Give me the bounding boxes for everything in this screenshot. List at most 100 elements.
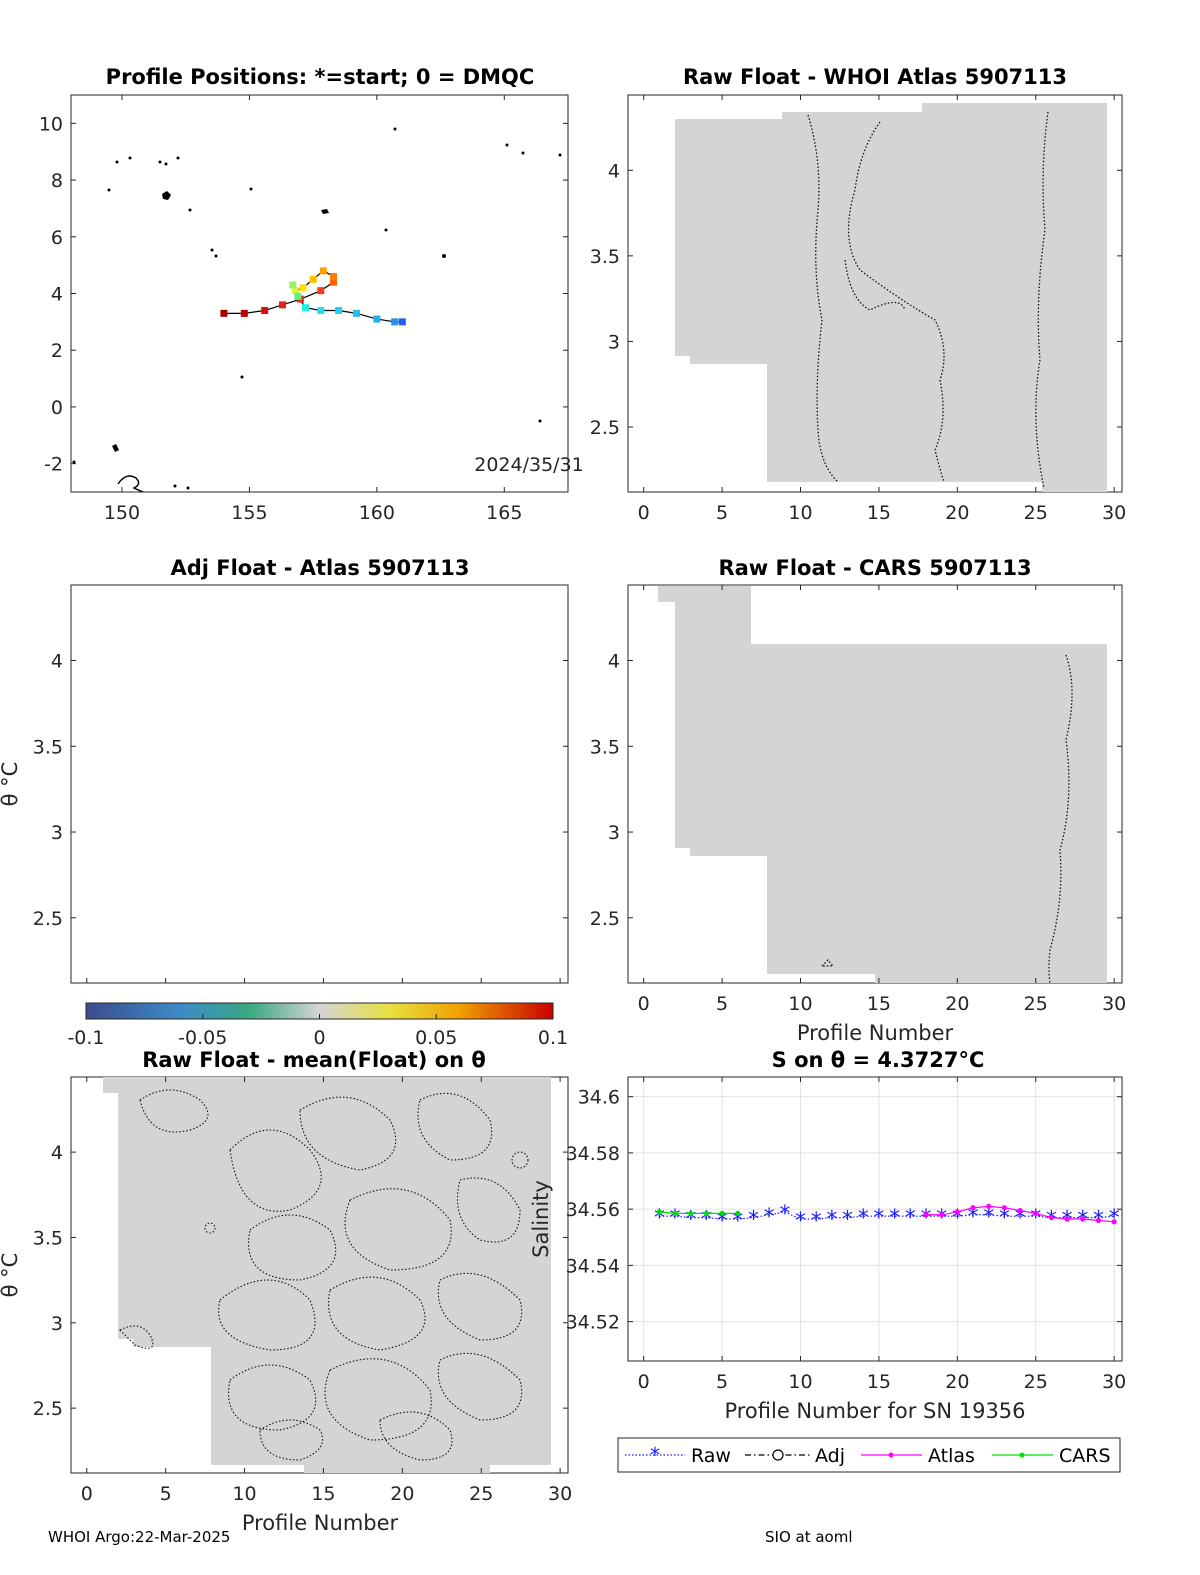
x-tick-label: 5: [716, 502, 728, 524]
data-point-raw: *: [670, 1206, 681, 1231]
x-tick-label: 0: [638, 1371, 650, 1393]
data-point-raw: *: [905, 1206, 916, 1231]
x-tick-label: 30: [1102, 993, 1126, 1015]
x-tick-label: 25: [469, 1483, 493, 1505]
data-point-atlas: [1001, 1205, 1007, 1211]
data-point-raw: *: [811, 1209, 822, 1234]
profile-position-marker: [330, 278, 338, 286]
data-point-atlas: [939, 1212, 945, 1218]
raw-cars-ticks: 0 5 10 15 20 25 30 2.5 3 3.5 4: [590, 585, 1126, 1015]
salinity-series: ******************************: [654, 1202, 1120, 1234]
y-tick-label: 4: [608, 160, 620, 182]
legend-cars-label: CARS: [1059, 1445, 1111, 1467]
data-point-raw: *: [858, 1206, 869, 1231]
data-point-atlas: [954, 1209, 960, 1215]
adj-atlas-ylabel: θ °C: [0, 762, 22, 807]
y-tick-label: 3.5: [590, 736, 620, 758]
colorbar-tick-label: 0.1: [538, 1027, 568, 1049]
colorbar-tick-label: 0.05: [415, 1027, 457, 1049]
profile-position-marker: [299, 284, 307, 292]
data-point-raw: *: [732, 1209, 743, 1234]
x-tick-label: 25: [1024, 1371, 1048, 1393]
raw-atlas-field: [675, 103, 1107, 492]
data-point-raw: *: [795, 1209, 806, 1234]
profile-position-marker: [398, 318, 406, 326]
x-tick-label: 20: [945, 993, 969, 1015]
data-point-raw: *: [764, 1205, 775, 1230]
legend-adj-marker: [772, 1449, 784, 1461]
x-tick-label: 5: [160, 1483, 172, 1505]
x-tick-label: 0: [81, 1483, 93, 1505]
data-point-raw: *: [873, 1206, 884, 1231]
salinity-grid: [628, 1077, 1122, 1361]
data-point-cars: [688, 1210, 694, 1216]
x-tick-label: 25: [1024, 993, 1048, 1015]
data-point-raw: *: [1109, 1206, 1120, 1231]
data-point-raw: *: [952, 1206, 963, 1231]
data-point-raw: *: [1030, 1206, 1041, 1231]
profile-position-marker: [261, 307, 269, 315]
salinity-panel: S on θ = 4.3727°C * * * * * * * * * * * * * * * * * * * * * *…: [529, 1048, 1126, 1473]
float-track: [220, 267, 406, 326]
data-point-raw: *: [748, 1208, 759, 1233]
raw-cars-contours: [820, 654, 1073, 984]
data-point-cars: [656, 1209, 662, 1215]
map-title: Profile Positions: *=start; 0 = DMQC: [106, 65, 535, 89]
raw-mean-panel: Raw Float - mean(Float) on θ θ °C 0 5 10 15…: [0, 1048, 572, 1535]
profile-position-marker: [240, 309, 248, 317]
y-tick-label: 2.5: [590, 417, 620, 439]
x-tick-label: 15: [867, 502, 891, 524]
data-point-raw: *: [826, 1208, 837, 1233]
y-tick-label: 4: [51, 1142, 63, 1164]
legend-cars-marker: [1019, 1452, 1025, 1458]
raw-atlas-title: Raw Float - WHOI Atlas 5907113: [683, 65, 1067, 89]
data-point-raw: *: [920, 1206, 931, 1231]
profile-position-marker: [373, 315, 381, 323]
x-tick-label: 10: [788, 502, 812, 524]
y-tick-label: 34.58: [566, 1143, 620, 1165]
raw-mean-title: Raw Float - mean(Float) on θ: [142, 1048, 486, 1072]
profile-position-marker: [291, 287, 299, 295]
profile-position-marker: [279, 301, 287, 309]
data-point-raw: *: [999, 1206, 1010, 1231]
profile-position-marker: [352, 309, 360, 317]
map-panel: Profile Positions: *=start; 0 = DMQC 202…: [39, 65, 584, 524]
data-point-atlas: [1033, 1210, 1039, 1216]
raw-mean-ticks: 0 5 10 15 20 25 30 2.5 3 3.5 4: [33, 1077, 572, 1505]
data-point-cars: [672, 1210, 678, 1216]
y-tick-label: 2.5: [33, 1398, 63, 1420]
adj-atlas-panel: Adj Float - Atlas 5907113 θ °C 2.533.54 …: [0, 556, 569, 1049]
data-point-raw: *: [779, 1202, 790, 1227]
colorbar-tick-label: -0.1: [67, 1027, 104, 1049]
x-tick-label: 150: [104, 502, 140, 524]
data-point-atlas: [923, 1212, 929, 1218]
y-tick-label: 3.5: [590, 246, 620, 268]
x-tick-label: 10: [788, 1371, 812, 1393]
data-point-raw: *: [654, 1206, 665, 1231]
data-point-raw: *: [1015, 1206, 1026, 1231]
profile-position-marker: [317, 307, 325, 315]
y-tick-label: 3: [51, 1313, 63, 1335]
colorbar-ticks: -0.1 -0.05 0 0.05 0.1: [67, 1014, 568, 1049]
colorbar-tick-label: 0: [313, 1027, 325, 1049]
profile-position-marker: [391, 318, 399, 326]
salinity-axes: [627, 1076, 1123, 1362]
data-point-atlas: [1095, 1217, 1102, 1224]
y-tick-label: 2.5: [590, 908, 620, 930]
data-point-atlas: [1017, 1207, 1023, 1214]
data-point-cars: [719, 1210, 725, 1216]
y-tick-label: 6: [51, 227, 63, 249]
adj-atlas-title: Adj Float - Atlas 5907113: [170, 556, 469, 580]
data-point-atlas: [1080, 1216, 1086, 1222]
footer-right: SIO at aoml: [765, 1528, 853, 1546]
raw-cars-xlabel: Profile Number: [797, 1021, 954, 1045]
x-tick-label: 5: [716, 1371, 728, 1393]
legend-atlas-label: Atlas: [928, 1445, 975, 1467]
data-point-raw: *: [936, 1206, 947, 1231]
data-point-cars: [735, 1210, 741, 1216]
y-tick-label: 34.6: [578, 1087, 620, 1109]
legend-atlas-marker: [888, 1452, 894, 1458]
y-tick-label: 4: [51, 650, 63, 672]
raw-mean-field: [103, 1077, 551, 1473]
data-point-raw: *: [685, 1208, 696, 1233]
